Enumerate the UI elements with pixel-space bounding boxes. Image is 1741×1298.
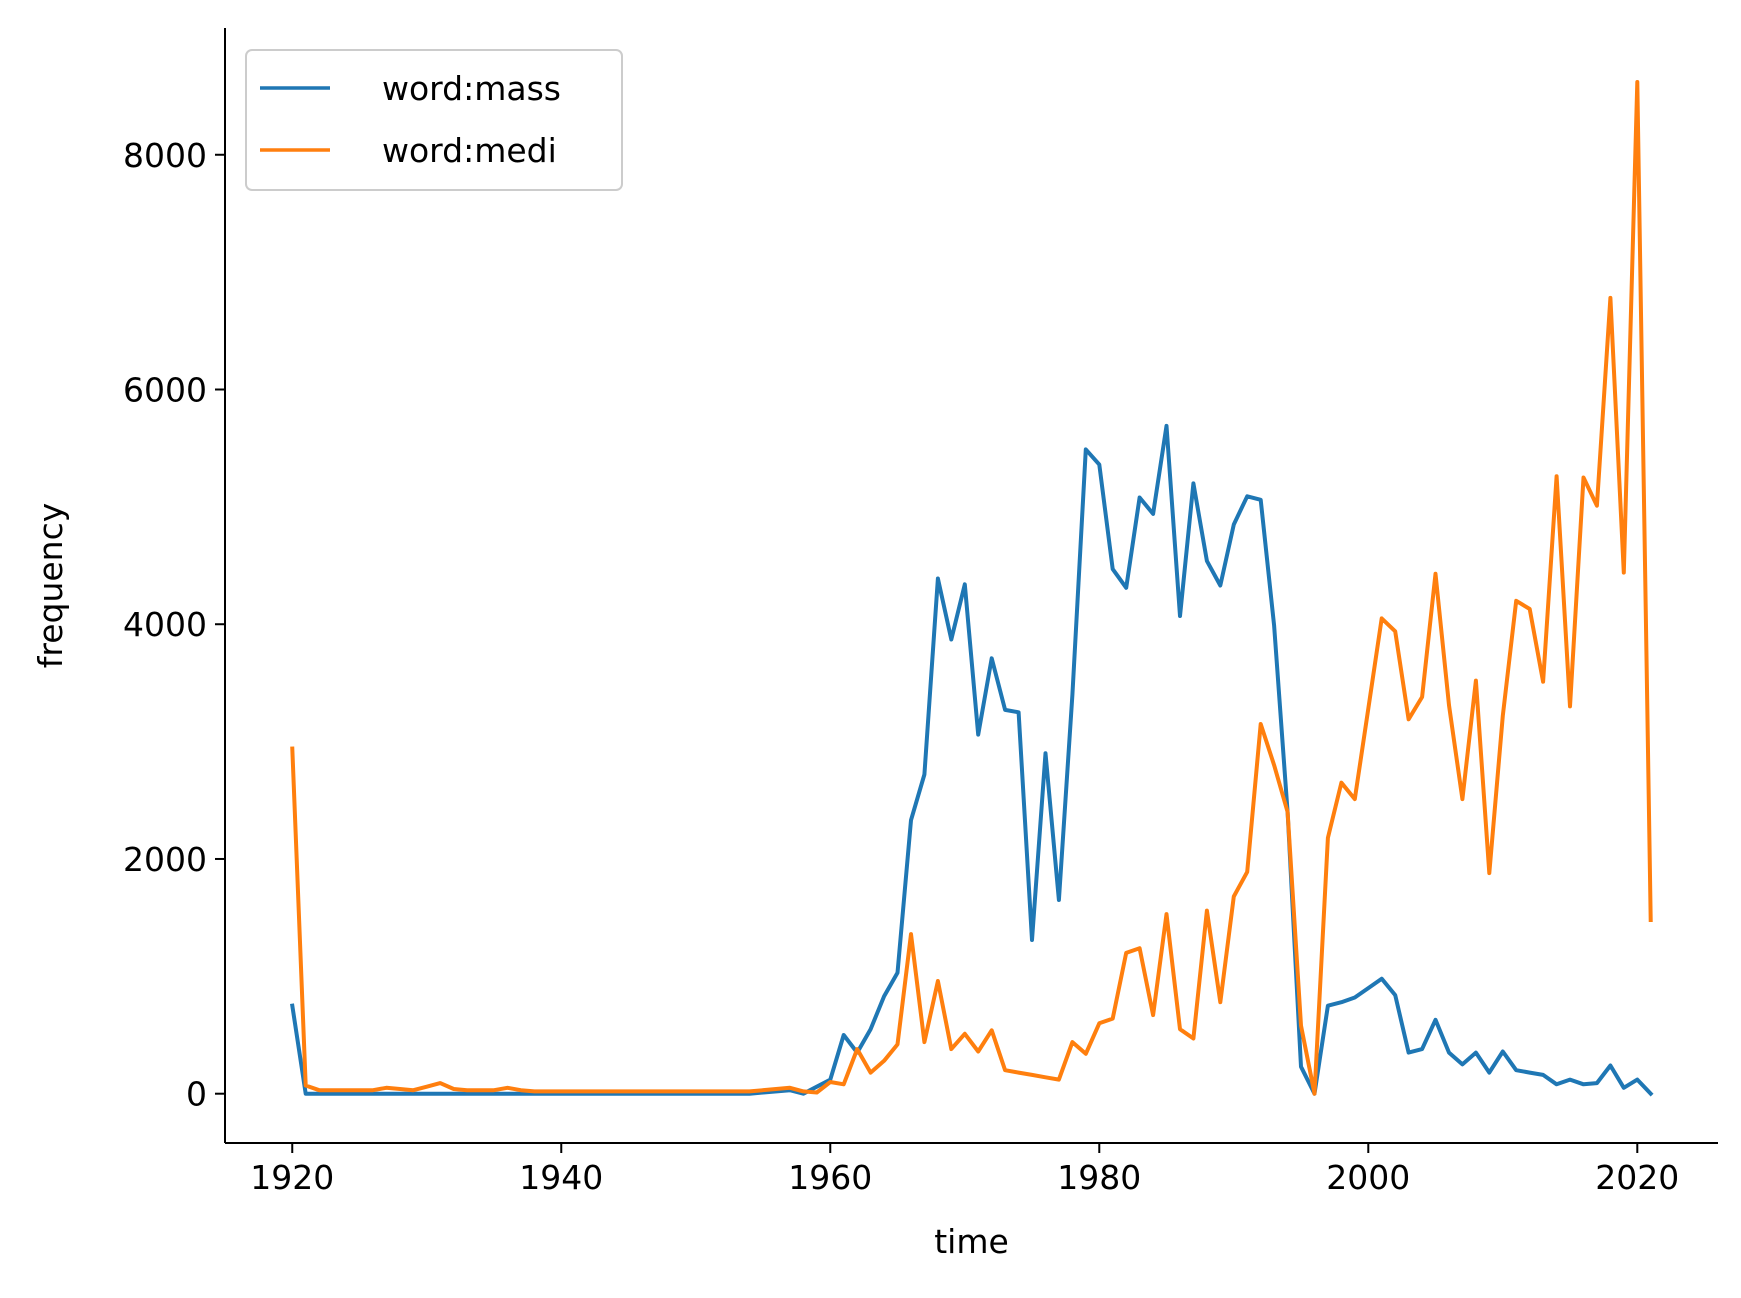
- x-axis-title: time: [934, 1222, 1009, 1261]
- x-tick-label: 2000: [1326, 1158, 1410, 1197]
- series-layer: [290, 80, 1654, 1097]
- y-tick-label: 6000: [123, 370, 207, 409]
- x-tick-label: 2020: [1595, 1158, 1679, 1197]
- series-line-word-medi: [290, 80, 1653, 1096]
- y-axis-ticks: 0 2000 4000 6000 8000: [123, 136, 225, 1114]
- y-tick-label: 2000: [123, 840, 207, 879]
- y-tick-label: 8000: [123, 136, 207, 175]
- legend: word:mass word:medi: [245, 49, 623, 191]
- x-axis-ticks: 1920 1940 1960 1980 2000 2020: [250, 1143, 1679, 1197]
- legend-box: [245, 49, 623, 191]
- x-tick-label: 1960: [788, 1158, 872, 1197]
- series-line-word-mass: [290, 423, 1654, 1097]
- x-tick-label: 1980: [1057, 1158, 1141, 1197]
- legend-label-word-medi: word:medi: [382, 131, 557, 170]
- y-tick-label: 4000: [123, 605, 207, 644]
- x-tick-label: 1940: [519, 1158, 603, 1197]
- y-tick-label: 0: [186, 1075, 207, 1114]
- axes-layer: 1920 1940 1960 1980 2000 2020 0 2000 4000 6000 80…: [31, 28, 1718, 1261]
- x-tick-label: 1920: [250, 1158, 334, 1197]
- y-axis-title: frequency: [31, 503, 70, 669]
- legend-label-word-mass: word:mass: [382, 69, 561, 108]
